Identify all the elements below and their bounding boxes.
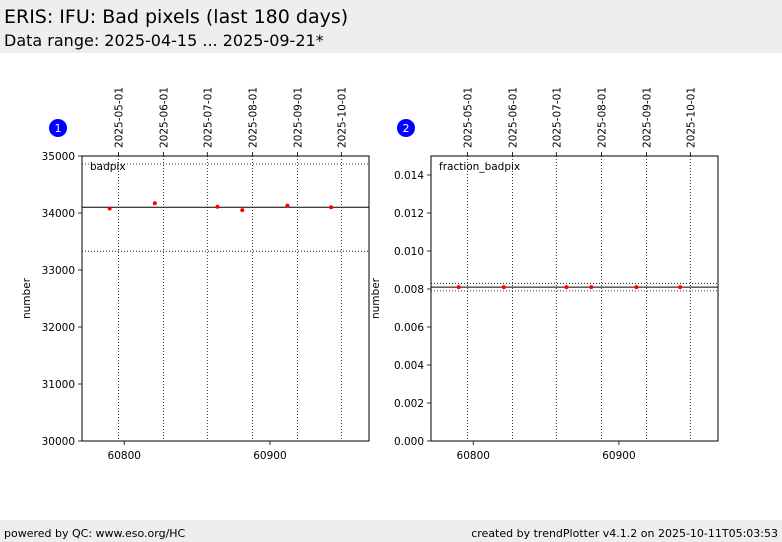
chart2-x-tick-label: 60900 bbox=[602, 450, 635, 462]
chart2-data-point bbox=[678, 285, 683, 290]
chart2-data-point bbox=[634, 285, 639, 290]
chart1-y-axis-label: number bbox=[21, 277, 33, 319]
chart1-data-point bbox=[152, 201, 157, 206]
chart2-data-point bbox=[564, 285, 569, 290]
chart1-panel-badge bbox=[49, 119, 67, 137]
chart2-y-tick-label: 0.010 bbox=[394, 246, 424, 258]
chart2-date-tick-label: 2025-09-01 bbox=[642, 87, 654, 148]
chart2-y-tick-label: 0.004 bbox=[394, 360, 424, 372]
chart1-date-tick-label: 2025-09-01 bbox=[293, 87, 305, 148]
chart1-x-tick-label: 60900 bbox=[253, 450, 286, 462]
chart2-series-label: fraction_badpix bbox=[439, 161, 520, 173]
chart2-data-point bbox=[589, 285, 594, 290]
page-title: ERIS: IFU: Bad pixels (last 180 days) bbox=[4, 6, 349, 28]
chart2-y-tick-label: 0.002 bbox=[394, 398, 424, 410]
chart1-data-point bbox=[329, 205, 334, 210]
report-header: ERIS: IFU: Bad pixels (last 180 days) Da… bbox=[0, 0, 782, 53]
chart1-data-point bbox=[107, 206, 112, 211]
chart1-data-point bbox=[240, 208, 245, 213]
chart2-y-tick-label: 0.008 bbox=[394, 284, 424, 296]
chart2-plot-frame bbox=[430, 155, 719, 442]
chart1-y-tick-label: 30000 bbox=[42, 436, 75, 448]
powered-by-link[interactable]: powered by QC: www.eso.org/HC bbox=[4, 527, 186, 540]
chart2-date-tick-label: 2025-08-01 bbox=[596, 87, 608, 148]
chart2-date-tick-label: 2025-05-01 bbox=[462, 87, 474, 148]
chart1-y-tick-label: 35000 bbox=[42, 151, 75, 163]
chart1-data-point bbox=[285, 203, 290, 208]
chart2-date-tick-label: 2025-10-01 bbox=[685, 87, 697, 148]
chart2-panel-badge bbox=[397, 119, 415, 137]
data-range-subtitle: Data range: 2025-04-15 ... 2025-09-21* bbox=[4, 31, 324, 50]
chart1-date-tick-label: 2025-07-01 bbox=[202, 87, 214, 148]
chart1-y-tick-label: 34000 bbox=[42, 208, 75, 220]
chart2-y-tick-label: 0.006 bbox=[394, 322, 424, 334]
chart1-y-tick-label: 32000 bbox=[42, 322, 75, 334]
chart2-y-axis-label: number bbox=[370, 277, 382, 319]
chart2-data-point bbox=[456, 285, 461, 290]
chart1-date-tick-label: 2025-05-01 bbox=[113, 87, 125, 148]
chart2-date-tick-label: 2025-07-01 bbox=[551, 87, 563, 148]
chart2-y-tick-label: 0.000 bbox=[394, 436, 424, 448]
chart1-date-tick-label: 2025-08-01 bbox=[247, 87, 259, 148]
chart2-data-point bbox=[501, 285, 506, 290]
created-by-text: created by trendPlotter v4.1.2 on 2025-1… bbox=[471, 527, 778, 540]
chart1-plot-frame bbox=[81, 155, 370, 442]
trend-charts: 2025-05-01 2025-06-01 2025-07-01 2025-08-01… bbox=[21, 87, 719, 462]
chart1-series-label: badpix bbox=[90, 161, 126, 173]
chart1-y-tick-label: 31000 bbox=[42, 379, 75, 391]
chart1-y-tick-label: 33000 bbox=[42, 265, 75, 277]
chart1-x-tick-label: 60800 bbox=[108, 450, 141, 462]
chart1-date-tick-label: 2025-10-01 bbox=[336, 87, 348, 148]
chart2-date-tick-label: 2025-06-01 bbox=[508, 87, 520, 148]
chart1-date-tick-label: 2025-06-01 bbox=[159, 87, 171, 148]
chart2-x-tick-label: 60800 bbox=[457, 450, 490, 462]
report-footer: powered by QC: www.eso.org/HC created by… bbox=[0, 520, 782, 542]
chart2-panel-badge-number: 2 bbox=[403, 122, 410, 135]
chart1-panel-badge-number: 1 bbox=[55, 122, 62, 135]
chart2-y-tick-label: 0.012 bbox=[394, 208, 424, 220]
chart1-data-point bbox=[215, 204, 220, 209]
chart2-y-tick-label: 0.014 bbox=[394, 170, 424, 182]
